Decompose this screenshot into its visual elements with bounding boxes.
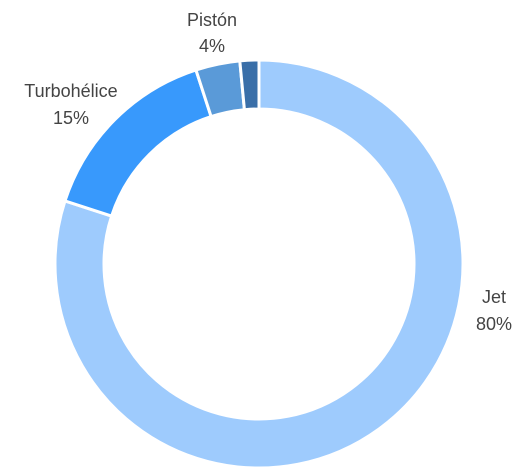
slice-label-name-piston: Pistón [187, 10, 237, 30]
pie-slice-jet-0 [53, 58, 465, 467]
slice-label-value-jet: 80% [476, 314, 512, 334]
pie-slice-other-3 [238, 58, 261, 112]
slice-label-value-turbohelice: 15% [53, 108, 89, 128]
slice-label-name-turbohelice: Turbohélice [24, 81, 117, 101]
slice-label-value-piston: 4% [199, 36, 225, 56]
slice-label-name-jet: Jet [482, 287, 506, 307]
donut-slices [53, 58, 465, 467]
